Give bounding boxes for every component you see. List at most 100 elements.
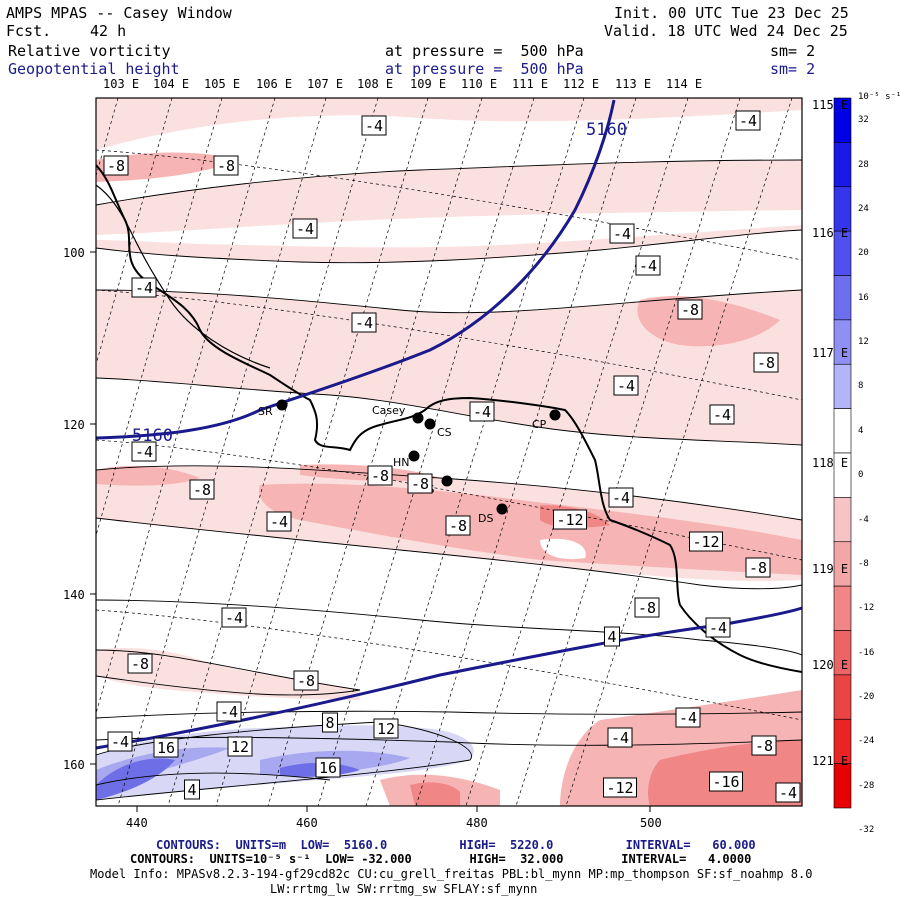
colorbar-label: 0 — [858, 470, 864, 481]
contour-line — [96, 649, 361, 696]
inland-boundary — [96, 184, 271, 369]
top-lon-label: 108 E — [357, 77, 394, 91]
contour-label: -8 — [297, 672, 315, 690]
meridian-line — [565, 98, 793, 806]
contour-label-box: -8 — [745, 557, 771, 578]
colorbar-label: -4 — [858, 514, 869, 525]
contour-line — [96, 736, 802, 746]
top-lon-label: 104 E — [153, 77, 190, 91]
contour-label-box: -8 — [127, 653, 153, 674]
contour-label: -4 — [617, 377, 635, 395]
colorbar-label: 32 — [858, 115, 869, 126]
contour-label-box: -4 — [705, 617, 731, 638]
forecast-label: Fcst. — [6, 22, 52, 40]
contour-label: -4 — [739, 112, 757, 130]
contour-label-box: -4 — [107, 731, 133, 752]
contour-label: -4 — [611, 729, 629, 747]
meridian-line — [96, 98, 276, 715]
contour-label: -4 — [225, 609, 243, 627]
contour-label: -4 — [296, 220, 314, 238]
station-label: Casey — [372, 404, 406, 417]
contour-label-box: -4 — [469, 401, 495, 422]
contour-label: 12 — [377, 720, 395, 738]
contour-label-box: 12 — [373, 718, 399, 739]
colorbar-label: 12 — [858, 337, 869, 348]
contour-label: -4 — [270, 513, 288, 531]
meridian-line — [515, 98, 741, 806]
contour-label-box: -4 — [361, 115, 387, 136]
right-lon-label: 119 E — [812, 562, 849, 576]
left-axis-label: 160 — [63, 758, 85, 772]
model-physics: LW:rrtmg_lw SW:rrtmg_sw SFLAY:sf_mynn — [270, 882, 538, 896]
colorbar-swatch — [833, 497, 852, 543]
contour-label: 12 — [231, 738, 249, 756]
contour-label: -8 — [107, 157, 125, 175]
contour-label-box: -4 — [675, 707, 701, 728]
contour-label: -4 — [365, 117, 383, 135]
contour-label-box: -8 — [753, 352, 779, 373]
valid-time: Valid. 18 UTC Wed 24 Dec 25 — [604, 22, 848, 40]
contour-label-box: -12 — [553, 509, 587, 530]
contour-label: -8 — [638, 599, 656, 617]
colorbar-swatch — [833, 142, 852, 188]
contour-label: -12 — [692, 533, 719, 551]
contour-label-box: -8 — [367, 465, 393, 486]
contour-label-box: -4 — [709, 404, 735, 425]
contour-label: -4 — [639, 257, 657, 275]
top-lon-label: 103 E — [103, 77, 140, 91]
neg-mid-1 — [96, 152, 240, 182]
contour-label: -4 — [779, 784, 797, 802]
colorbar-swatch — [833, 408, 852, 454]
contour-label: -4 — [713, 406, 731, 424]
contour-line — [96, 377, 802, 446]
contour-label: -8 — [371, 467, 389, 485]
contour-label: -8 — [411, 475, 429, 493]
contour-label-box: 16 — [315, 757, 341, 778]
contour-label-box: -4 — [216, 701, 242, 722]
parallel-line — [96, 149, 802, 261]
bottom-axis-label: 440 — [126, 816, 148, 830]
contour-label-box: -8 — [293, 670, 319, 691]
station-dot — [496, 503, 508, 515]
contour-label: 16 — [157, 739, 175, 757]
station-label: CP — [532, 418, 547, 431]
latlon-grid — [96, 98, 802, 806]
station-label: HN — [393, 456, 410, 469]
colorbar-swatch — [833, 674, 852, 720]
colorbar-label: 8 — [858, 381, 864, 392]
contour-label: -8 — [681, 301, 699, 319]
height-contour-south — [95, 606, 803, 750]
colorbar-label: 16 — [858, 292, 869, 303]
meridian-line — [96, 98, 223, 537]
right-lon-label: 121 E — [812, 754, 849, 768]
contour-label-box: -8 — [103, 155, 129, 176]
top-lon-label: 114 E — [666, 77, 703, 91]
app-title: AMPS MPAS -- Casey Window — [6, 4, 232, 22]
neg-strong-3 — [410, 782, 460, 806]
station-dot — [408, 450, 420, 462]
height-contour-label: 5160 — [132, 426, 173, 446]
neg-band-mid — [96, 290, 802, 445]
top-lon-label: 110 E — [461, 77, 498, 91]
colorbar-label: -16 — [858, 647, 875, 658]
station-dot — [276, 399, 288, 411]
left-axis-label: 100 — [63, 246, 85, 260]
colorbar-label: -28 — [858, 780, 875, 791]
contour-label-box: -4 — [609, 223, 635, 244]
bottom-axis-label: 460 — [296, 816, 318, 830]
contour-label: -4 — [135, 279, 153, 297]
contour-label-box: 4 — [604, 626, 620, 647]
contour-label-box: -16 — [709, 771, 743, 792]
contour-label: -4 — [473, 403, 491, 421]
contour-label-box: -4 — [266, 511, 292, 532]
contour-label-box: -4 — [131, 277, 157, 298]
model-info: Model Info: MPASv8.2.3-194-gf29cd82c CU:… — [90, 867, 813, 881]
contour-label-box: -12 — [689, 531, 723, 552]
contour-line — [96, 721, 472, 801]
colorbar-label: -24 — [858, 736, 875, 747]
contour-line — [96, 772, 331, 786]
top-lon-label: 107 E — [307, 77, 344, 91]
field-vorticity-title: Relative vorticity — [8, 42, 171, 60]
contour-label-box: -8 — [751, 735, 777, 756]
height-contour-5160-north — [95, 99, 616, 440]
